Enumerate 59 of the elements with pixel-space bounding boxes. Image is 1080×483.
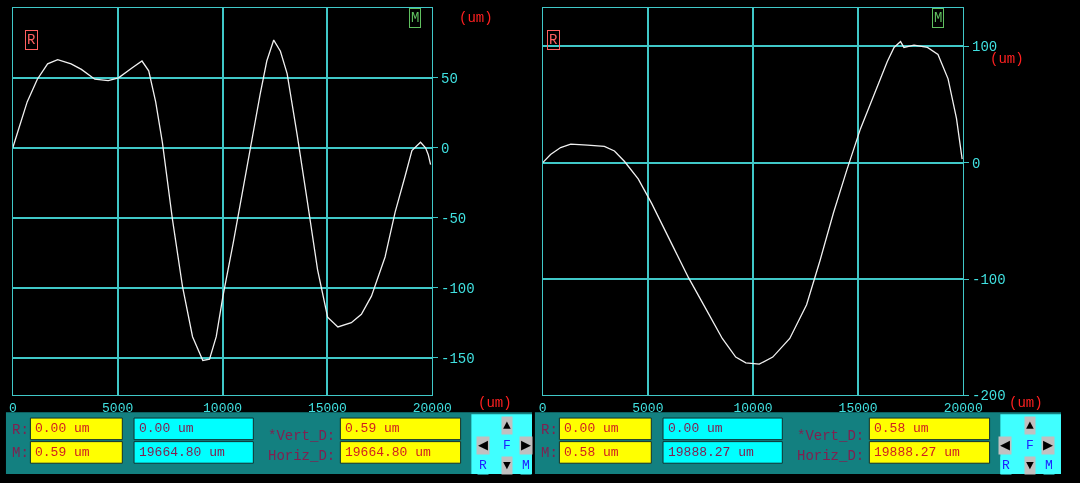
x-tick-label: 0 [538,401,547,417]
text: ◀ [1000,438,1010,453]
text: M [522,458,530,473]
y-tick-label: 0 [972,155,981,172]
text: 0.00 um [139,421,194,436]
annotation: M [934,10,943,26]
text: 0.58 um [874,421,929,436]
text: ▶ [1043,438,1053,453]
x-tick-label: 20000 [412,401,452,417]
text: ◀ [478,438,488,453]
y-tick-label: -100 [972,271,1006,288]
text: 0.00 um [668,421,723,436]
y-tick-label: 50 [441,70,458,87]
x-tick-label: 20000 [943,401,983,417]
x-tick-label: 5000 [102,401,134,417]
text: ▼ [1026,458,1034,473]
text: *Vert_D: [268,428,336,444]
text: R: [541,422,558,438]
y-axis-title: (um) [459,10,493,26]
text: 0.59 um [35,445,90,460]
x-tick-label: 0 [8,401,17,417]
text: R [479,458,487,473]
annotation: R [27,32,36,48]
annotation: M [411,10,420,26]
text: 19888.27 um [668,445,755,460]
text: M: [12,445,29,461]
text: 0.00 um [564,421,619,436]
text: 19664.80 um [139,445,226,460]
text: ▶ [521,438,531,453]
x-axis-title: (um) [1009,395,1043,411]
text: Horiz_D: [268,448,336,464]
text: 0.58 um [564,445,619,460]
text: 19664.80 um [345,445,432,460]
x-tick-label: 15000 [307,401,347,417]
annotation: R [549,32,558,48]
x-axis-title: (um) [478,395,512,411]
text: ▲ [503,418,511,433]
text: ▼ [503,458,511,473]
text: R [1002,458,1010,473]
y-tick-label: 0 [441,140,450,157]
y-tick-label: -50 [441,210,467,227]
y-axis-title: (um) [990,51,1024,67]
text: M [1045,458,1053,473]
x-tick-label: 10000 [733,401,773,417]
text: 19888.27 um [874,445,961,460]
text: *Vert_D: [797,428,865,444]
text: Horiz_D: [797,448,865,464]
y-tick-label: -100 [441,280,475,297]
x-tick-label: 10000 [203,401,243,417]
y-tick-label: -150 [441,350,475,367]
text: F [503,438,511,453]
text: R: [12,422,29,438]
text: M: [541,445,558,461]
x-tick-label: 5000 [632,401,664,417]
x-tick-label: 15000 [838,401,878,417]
text: F [1026,438,1034,453]
text: 0.59 um [345,421,400,436]
text: ▲ [1026,418,1034,433]
text: 0.00 um [35,421,90,436]
